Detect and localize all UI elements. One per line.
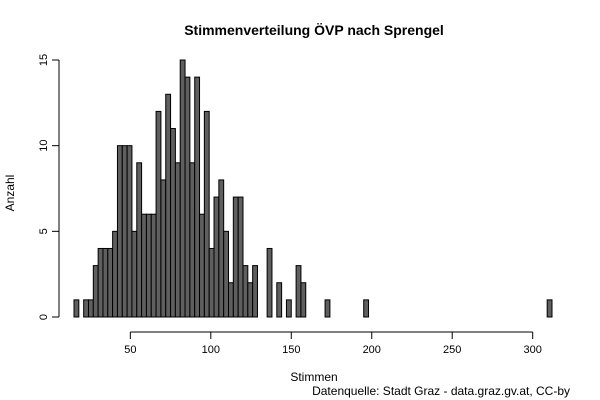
x-axis: 50 100 150 200 250 300 (124, 331, 542, 356)
histogram-bar (141, 213, 147, 318)
y-tick-label: 15 (38, 54, 50, 66)
histogram-bar (165, 93, 172, 318)
histogram-bar (150, 213, 157, 318)
histogram-bar (546, 299, 553, 318)
histogram-bar (228, 282, 234, 318)
histogram-bar (252, 265, 258, 318)
histogram-bar (276, 282, 283, 318)
histogram-bar (179, 59, 186, 318)
histogram-bar (92, 265, 99, 318)
histogram-bar (136, 162, 143, 318)
histogram-bar (324, 299, 331, 318)
histogram-bar (203, 110, 210, 318)
y-tick-label: 10 (38, 140, 50, 152)
histogram-bar (184, 76, 191, 318)
x-tick-label: 50 (124, 344, 136, 356)
x-axis-label: Stimmen (290, 370, 337, 384)
histogram-bar (213, 196, 220, 318)
histogram-bar (83, 299, 89, 318)
histogram-bar (223, 230, 230, 318)
histogram-bar (295, 265, 302, 318)
histogram-bar (208, 247, 215, 318)
x-tick-label: 200 (363, 344, 381, 356)
histogram-bar (170, 128, 176, 318)
y-axis-label: Anzahl (3, 175, 17, 212)
histogram-bar (199, 213, 205, 318)
histogram-bar (97, 247, 104, 318)
bars-group (73, 59, 553, 318)
histogram-bar (121, 145, 128, 318)
x-tick-label: 300 (524, 344, 542, 356)
histogram-bar (247, 282, 254, 318)
histogram-bar (237, 196, 244, 318)
histogram-bar (73, 299, 80, 318)
histogram-bar (218, 179, 225, 318)
histogram-bar (145, 213, 152, 318)
y-tick-label: 5 (38, 228, 50, 234)
histogram-bar (102, 247, 109, 318)
histogram-bar (131, 230, 138, 318)
x-tick-label: 150 (282, 344, 300, 356)
histogram-bar (363, 299, 370, 318)
x-tick-label: 250 (443, 344, 461, 356)
histogram-bar (87, 299, 94, 318)
histogram-bar (174, 162, 181, 318)
histogram-bar (116, 145, 123, 318)
histogram-bar (194, 76, 201, 318)
histogram-bar (242, 265, 249, 318)
histogram-bar (160, 179, 167, 318)
histogram-bar (189, 162, 196, 318)
histogram-bar (126, 145, 133, 318)
x-tick-label: 100 (202, 344, 220, 356)
histogram-bar (112, 230, 118, 318)
histogram-bar (155, 110, 162, 318)
histogram-bar (107, 247, 114, 318)
histogram-bar (232, 196, 239, 318)
source-note: Datenquelle: Stadt Graz - data.graz.gv.a… (312, 384, 570, 398)
y-tick-label: 0 (38, 314, 50, 320)
y-axis: 0 5 10 15 (38, 54, 60, 320)
chart-title: Stimmenverteilung ÖVP nach Sprengel (184, 22, 444, 38)
histogram-bar (266, 247, 273, 318)
histogram-bar (285, 299, 292, 318)
histogram-bar (300, 282, 307, 318)
